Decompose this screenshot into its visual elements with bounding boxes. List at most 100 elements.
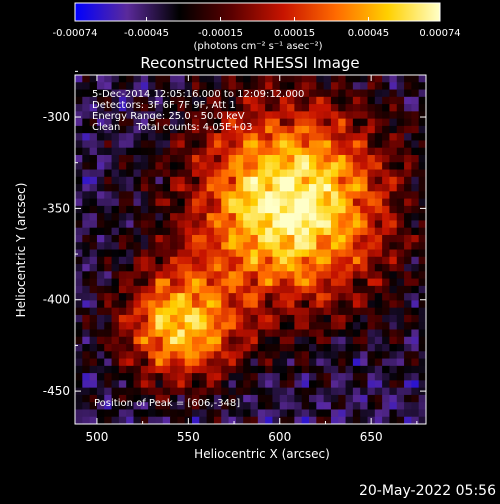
heatmap-cell	[213, 220, 222, 229]
heatmap-cell	[396, 373, 405, 381]
heatmap-cell	[382, 336, 390, 345]
heatmap-cell	[148, 256, 156, 265]
heatmap-cell	[199, 184, 208, 192]
heatmap-cell	[411, 154, 420, 163]
heatmap-cell	[243, 147, 251, 156]
heatmap-cell	[404, 336, 412, 345]
heatmap-cell	[294, 162, 303, 171]
heatmap-cell	[118, 133, 127, 141]
heatmap-cell	[418, 365, 427, 374]
heatmap-cell	[162, 285, 171, 294]
heatmap-cell	[243, 416, 251, 425]
heatmap-cell	[133, 314, 142, 323]
heatmap-cell	[228, 307, 237, 316]
heatmap-cell	[177, 409, 186, 418]
heatmap-cell	[301, 278, 310, 287]
heatmap-cell	[192, 256, 200, 265]
heatmap-cell	[257, 329, 266, 338]
heatmap-cell	[213, 285, 222, 294]
heatmap-cell	[104, 271, 113, 280]
heatmap-cell	[155, 416, 164, 425]
heatmap-cell	[272, 293, 281, 301]
heatmap-cell	[82, 373, 91, 381]
heatmap-cell	[235, 205, 244, 214]
heatmap-cell	[162, 329, 171, 338]
heatmap-cell	[294, 314, 303, 323]
heatmap-cell	[338, 176, 347, 185]
heatmap-cell	[133, 140, 142, 149]
heatmap-cell	[352, 285, 361, 294]
heatmap-cell	[170, 96, 178, 105]
heatmap-cell	[96, 394, 105, 403]
heatmap-cell	[243, 336, 251, 345]
heatmap-cell	[389, 140, 398, 149]
heatmap-cell	[140, 104, 149, 112]
heatmap-cell	[345, 322, 354, 330]
heatmap-cell	[279, 191, 288, 200]
heatmap-cell	[396, 154, 405, 163]
heatmap-cell	[96, 147, 105, 156]
heatmap-cell	[133, 278, 142, 287]
heatmap-cell	[272, 140, 281, 149]
heatmap-cell	[265, 351, 273, 360]
heatmap-cell	[206, 380, 215, 389]
heatmap-cell	[96, 111, 105, 120]
heatmap-cell	[96, 271, 105, 280]
heatmap-cell	[118, 82, 127, 91]
heatmap-cell	[82, 380, 91, 389]
heatmap-cell	[228, 416, 237, 425]
plot-frame	[74, 74, 427, 425]
heatmap-cell	[396, 147, 405, 156]
heatmap-cell	[301, 344, 310, 352]
heatmap-cell	[265, 336, 273, 345]
heatmap-cell	[213, 205, 222, 214]
heatmap-cell	[272, 314, 281, 323]
heatmap-cell	[279, 198, 288, 207]
heatmap-cell	[404, 220, 412, 229]
heatmap-cell	[126, 307, 134, 316]
heatmap-cell	[418, 205, 427, 214]
heatmap-cell	[352, 242, 361, 250]
heatmap-cell	[345, 387, 354, 396]
heatmap-cell	[213, 394, 222, 403]
heatmap-cell	[301, 191, 310, 200]
heatmap-cell	[82, 336, 91, 345]
heatmap-cell	[177, 213, 186, 221]
heatmap-cell	[133, 133, 142, 141]
heatmap-cell	[118, 256, 127, 265]
heatmap-cell	[411, 402, 420, 410]
heatmap-cell	[272, 154, 281, 163]
heatmap-cell	[316, 176, 325, 185]
heatmap-cell	[382, 373, 390, 381]
heatmap-cell	[367, 205, 376, 214]
heatmap-cell	[250, 234, 259, 243]
heatmap-cell	[301, 394, 310, 403]
heatmap-cell	[272, 96, 281, 105]
heatmap-cell	[301, 96, 310, 105]
heatmap-cell	[404, 184, 412, 192]
heatmap-cell	[338, 351, 347, 360]
heatmap-cell	[140, 162, 149, 171]
heatmap-cell	[352, 234, 361, 243]
heatmap-cell	[265, 234, 273, 243]
heatmap-cell	[177, 329, 186, 338]
heatmap-cell	[418, 111, 427, 120]
heatmap-cell	[279, 387, 288, 396]
heatmap-cell	[316, 285, 325, 294]
heatmap-cell	[323, 75, 332, 83]
heatmap-cell	[272, 394, 281, 403]
heatmap-cell	[192, 169, 200, 178]
heatmap-cell	[287, 162, 295, 171]
heatmap-cell	[177, 394, 186, 403]
heatmap-cell	[206, 256, 215, 265]
heatmap-cell	[301, 307, 310, 316]
heatmap-cell	[294, 285, 303, 294]
heatmap-cell	[221, 111, 230, 120]
heatmap-cell	[411, 256, 420, 265]
heatmap-cell	[294, 409, 303, 418]
heatmap-cell	[250, 264, 259, 272]
heatmap-cell	[162, 322, 171, 330]
heatmap-cell	[272, 234, 281, 243]
heatmap-cell	[265, 256, 273, 265]
heatmap-cell	[228, 293, 237, 301]
